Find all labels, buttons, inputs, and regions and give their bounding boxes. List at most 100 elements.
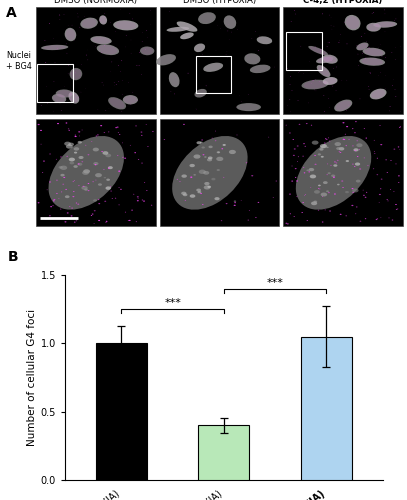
Ellipse shape xyxy=(355,121,357,122)
Ellipse shape xyxy=(66,144,73,148)
Ellipse shape xyxy=(323,77,337,85)
Ellipse shape xyxy=(181,192,186,195)
Ellipse shape xyxy=(312,140,319,144)
Ellipse shape xyxy=(223,144,226,146)
Ellipse shape xyxy=(95,173,102,178)
Ellipse shape xyxy=(42,172,43,173)
Ellipse shape xyxy=(368,24,380,31)
Ellipse shape xyxy=(357,43,368,50)
Ellipse shape xyxy=(399,127,400,128)
Text: ***: *** xyxy=(164,298,181,308)
Ellipse shape xyxy=(88,190,90,191)
Ellipse shape xyxy=(185,200,186,201)
Ellipse shape xyxy=(53,200,55,202)
Ellipse shape xyxy=(60,156,62,158)
Ellipse shape xyxy=(203,171,209,174)
Ellipse shape xyxy=(339,152,341,153)
Ellipse shape xyxy=(380,188,381,189)
Ellipse shape xyxy=(268,137,269,138)
Ellipse shape xyxy=(199,170,206,174)
Bar xyxy=(286,32,322,70)
Ellipse shape xyxy=(120,189,122,190)
Ellipse shape xyxy=(221,148,223,150)
Ellipse shape xyxy=(100,125,102,126)
Ellipse shape xyxy=(321,156,324,158)
Ellipse shape xyxy=(69,218,70,219)
Ellipse shape xyxy=(346,16,359,29)
Ellipse shape xyxy=(106,178,110,181)
Ellipse shape xyxy=(204,182,210,185)
Ellipse shape xyxy=(294,148,296,150)
Ellipse shape xyxy=(97,134,99,136)
Ellipse shape xyxy=(73,165,78,168)
Ellipse shape xyxy=(318,66,329,76)
Ellipse shape xyxy=(74,180,75,181)
Ellipse shape xyxy=(325,138,326,139)
Ellipse shape xyxy=(65,196,70,198)
Ellipse shape xyxy=(353,148,359,152)
Ellipse shape xyxy=(93,199,97,202)
Ellipse shape xyxy=(224,16,236,29)
Ellipse shape xyxy=(68,142,74,146)
Ellipse shape xyxy=(313,200,317,203)
Text: C-4,2 (HYPOXIA): C-4,2 (HYPOXIA) xyxy=(304,0,383,5)
Ellipse shape xyxy=(152,131,153,132)
Ellipse shape xyxy=(380,144,382,146)
Ellipse shape xyxy=(83,186,85,187)
Ellipse shape xyxy=(359,168,361,170)
Ellipse shape xyxy=(379,194,381,195)
Ellipse shape xyxy=(234,200,236,202)
Ellipse shape xyxy=(90,36,112,44)
Ellipse shape xyxy=(66,218,67,220)
Text: DMSO (HYPOXIA): DMSO (HYPOXIA) xyxy=(154,488,224,500)
Ellipse shape xyxy=(324,142,326,144)
Ellipse shape xyxy=(164,139,165,140)
Ellipse shape xyxy=(352,128,353,129)
Ellipse shape xyxy=(103,151,108,155)
Ellipse shape xyxy=(348,139,350,140)
Ellipse shape xyxy=(56,90,73,98)
Ellipse shape xyxy=(49,215,51,216)
Bar xyxy=(37,64,73,102)
Ellipse shape xyxy=(166,27,189,32)
Ellipse shape xyxy=(96,44,119,55)
Ellipse shape xyxy=(324,56,337,63)
Ellipse shape xyxy=(217,151,220,154)
Ellipse shape xyxy=(379,125,381,126)
Ellipse shape xyxy=(113,20,138,30)
Ellipse shape xyxy=(308,46,328,55)
Ellipse shape xyxy=(101,151,103,152)
Ellipse shape xyxy=(60,174,65,176)
Ellipse shape xyxy=(203,154,204,156)
Ellipse shape xyxy=(340,214,341,215)
Ellipse shape xyxy=(356,180,361,182)
Ellipse shape xyxy=(189,164,195,167)
Ellipse shape xyxy=(208,146,213,148)
Ellipse shape xyxy=(310,46,326,54)
Ellipse shape xyxy=(100,16,107,24)
Ellipse shape xyxy=(74,136,77,137)
Ellipse shape xyxy=(200,193,202,194)
Ellipse shape xyxy=(311,125,312,126)
Ellipse shape xyxy=(78,97,79,98)
Ellipse shape xyxy=(329,140,330,141)
Ellipse shape xyxy=(363,48,385,56)
Ellipse shape xyxy=(318,154,321,156)
Text: C-4,2 (HYPOXIA): C-4,2 (HYPOXIA) xyxy=(251,488,326,500)
Ellipse shape xyxy=(94,210,96,212)
Ellipse shape xyxy=(124,96,137,104)
Ellipse shape xyxy=(352,188,354,189)
Ellipse shape xyxy=(137,196,139,198)
Ellipse shape xyxy=(320,144,327,148)
Ellipse shape xyxy=(143,200,145,202)
Ellipse shape xyxy=(177,179,178,180)
Ellipse shape xyxy=(40,130,42,131)
Ellipse shape xyxy=(225,203,228,204)
Ellipse shape xyxy=(333,176,335,178)
Ellipse shape xyxy=(322,54,338,64)
Ellipse shape xyxy=(328,172,331,174)
Ellipse shape xyxy=(251,175,253,176)
Ellipse shape xyxy=(108,166,113,169)
Ellipse shape xyxy=(333,164,337,167)
Ellipse shape xyxy=(329,210,331,212)
